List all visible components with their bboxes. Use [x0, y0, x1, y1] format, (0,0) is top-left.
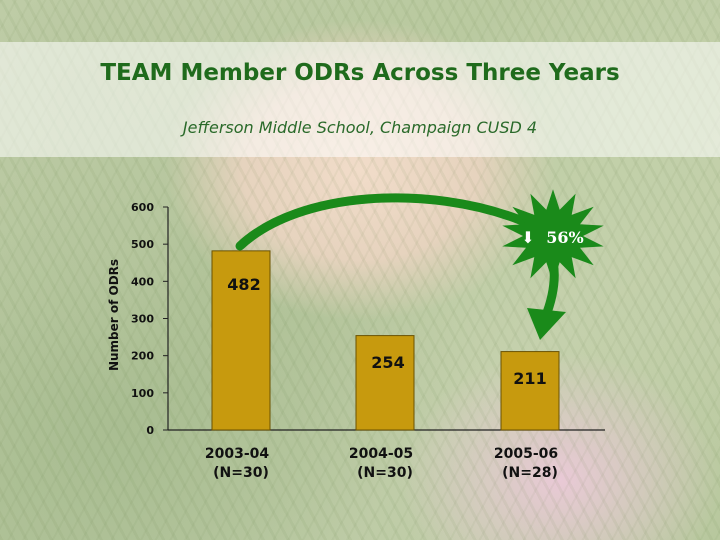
category-sublabel: (N=30)	[357, 465, 413, 481]
y-tick-label: 600	[131, 201, 154, 214]
callout-percent: 56%	[546, 228, 583, 247]
data-label: 254	[371, 353, 404, 372]
y-tick-label: 300	[131, 313, 154, 326]
y-tick-label: 100	[131, 387, 154, 400]
curved-arrow	[235, 193, 559, 323]
callout-arrow-icon: ⬇	[521, 228, 534, 247]
category-sublabel: (N=30)	[213, 465, 269, 481]
data-label: 211	[513, 369, 546, 388]
bars	[211, 250, 560, 431]
category-sublabel: (N=28)	[502, 465, 558, 481]
category-label: 2003-04	[205, 446, 270, 462]
category-label: 2004-05	[349, 446, 413, 462]
starburst-callout	[502, 189, 604, 283]
title-band	[0, 42, 720, 157]
slide-title: TEAM Member ODRs Across Three Years	[100, 60, 620, 86]
bar	[500, 351, 560, 431]
category-label: 2005-06	[494, 446, 558, 462]
bar	[211, 250, 271, 431]
y-tick-label: 400	[131, 275, 154, 288]
slide-subtitle: Jefferson Middle School, Champaign CUSD …	[182, 118, 538, 137]
y-axis-label: Number of ODRs	[107, 259, 121, 371]
y-tick-label: 500	[131, 238, 154, 251]
y-tick-label: 200	[131, 350, 154, 363]
data-label: 482	[227, 275, 260, 294]
bar	[355, 335, 415, 431]
data-labels: 482 254 211	[227, 275, 546, 388]
y-tick-label: 0	[146, 424, 154, 437]
category-labels: 2003-04 (N=30) 2004-05 (N=30) 2005-06 (N=28)	[205, 446, 558, 481]
curved-arrow-head	[527, 308, 566, 340]
